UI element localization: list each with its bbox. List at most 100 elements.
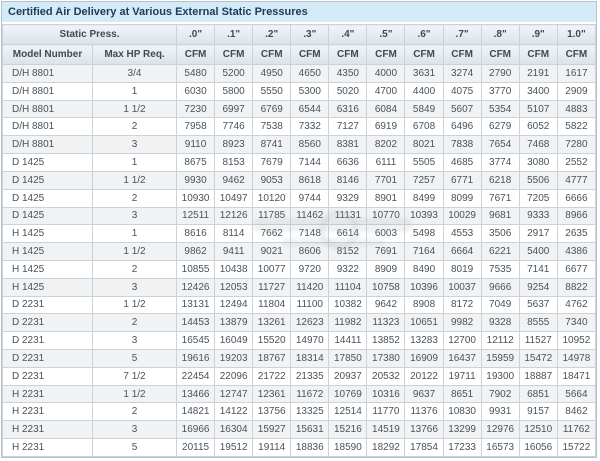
table-row: D 2231 7 1/2 22454 22096 21722 21335 20937 2053… <box>2 366 597 386</box>
cfm-cell: 10758 <box>366 277 406 297</box>
model-cell: D 1425 <box>2 170 93 190</box>
cfm-cell: 8822 <box>556 277 597 297</box>
cfm-header-row: Model Number Max HP Req. CFM CFM CFM CFM CFM… <box>2 44 597 65</box>
cfm-cell: 6997 <box>214 99 254 119</box>
cfm-cell: 6708 <box>404 117 444 137</box>
model-cell: D 1425 <box>2 153 93 172</box>
model-cell: D/H 8801 <box>2 64 93 83</box>
cfm-cell: 2552 <box>556 153 597 172</box>
cfm-cell: 18314 <box>290 349 330 368</box>
table-row: D/H 8801 3 9110 8923 8741 8560 8381 8202 8021 783… <box>2 135 597 155</box>
cfm-cell: 8675 <box>176 153 216 172</box>
cfm-col-header: CFM <box>556 44 597 65</box>
pressure-col-header: .7" <box>442 24 482 45</box>
cfm-col-header: CFM <box>176 44 216 65</box>
cfm-cell: 10770 <box>366 206 406 226</box>
cfm-cell: 20122 <box>404 366 444 386</box>
cfm-cell: 11100 <box>290 295 330 315</box>
cfm-cell: 10855 <box>176 259 216 279</box>
cfm-col-header: CFM <box>480 44 520 65</box>
model-cell: D/H 8801 <box>2 135 93 155</box>
cfm-cell: 8618 <box>290 170 330 190</box>
cfm-cell: 17854 <box>404 438 444 457</box>
table-row: D 2231 1 1/2 13131 12494 11804 11100 10382 9642… <box>2 295 597 315</box>
model-cell: D 2231 <box>2 313 93 333</box>
pressure-col-header: .5" <box>366 24 406 45</box>
cfm-cell: 4386 <box>556 242 597 261</box>
cfm-cell: 3400 <box>518 81 558 101</box>
cfm-cell: 9110 <box>176 135 216 155</box>
cfm-cell: 19300 <box>480 366 520 386</box>
cfm-cell: 15722 <box>556 438 597 457</box>
cfm-cell: 7671 <box>480 188 520 208</box>
cfm-cell: 7654 <box>480 135 520 155</box>
table-row: H 1425 1 1/2 9862 9411 9021 8606 8152 7691 7164 6… <box>2 242 597 261</box>
cfm-cell: 15631 <box>290 420 330 440</box>
cfm-cell: 10037 <box>442 277 482 297</box>
hp-cell: 1 1/2 <box>91 295 178 315</box>
cfm-cell: 6221 <box>480 242 520 261</box>
cfm-cell: 13852 <box>366 331 406 350</box>
cfm-cell: 7340 <box>556 313 597 333</box>
cfm-cell: 19616 <box>176 349 216 368</box>
hp-cell: 1 <box>91 81 178 101</box>
cfm-cell: 20937 <box>328 366 368 386</box>
cfm-cell: 9720 <box>290 259 330 279</box>
model-cell: H 1425 <box>2 259 93 279</box>
pressure-col-header: .1" <box>214 24 254 45</box>
cfm-cell: 3080 <box>518 153 558 172</box>
cfm-cell: 9053 <box>252 170 292 190</box>
pressure-col-header: .4" <box>328 24 368 45</box>
model-cell: H 2231 <box>2 438 93 457</box>
table-row: D/H 8801 1 1/2 7230 6997 6769 6544 6316 6084 584… <box>2 99 597 119</box>
cfm-cell: 4650 <box>290 64 330 83</box>
cfm-cell: 16056 <box>518 438 558 457</box>
cfm-cell: 10396 <box>404 277 444 297</box>
cfm-cell: 16573 <box>480 438 520 457</box>
cfm-cell: 6614 <box>328 224 368 244</box>
table-row: H 1425 1 8616 8114 7662 7148 6614 6003 5498 4553 3… <box>2 224 597 244</box>
hp-cell: 1 1/2 <box>91 242 178 261</box>
cfm-cell: 15927 <box>252 420 292 440</box>
cfm-cell: 8172 <box>442 295 482 315</box>
cfm-cell: 6636 <box>328 153 368 172</box>
cfm-cell: 9666 <box>480 277 520 297</box>
cfm-cell: 11762 <box>556 420 597 440</box>
cfm-cell: 7049 <box>480 295 520 315</box>
cfm-cell: 19512 <box>214 438 254 457</box>
cfm-cell: 11323 <box>366 313 406 333</box>
cfm-cell: 4700 <box>366 81 406 101</box>
hp-cell: 2 <box>91 402 178 422</box>
cfm-cell: 12053 <box>214 277 254 297</box>
cfm-cell: 5107 <box>518 99 558 119</box>
cfm-cell: 4883 <box>556 99 597 119</box>
cfm-cell: 9411 <box>214 242 254 261</box>
cfm-cell: 6030 <box>176 81 216 101</box>
cfm-cell: 5020 <box>328 81 368 101</box>
cfm-cell: 9862 <box>176 242 216 261</box>
cfm-cell: 19114 <box>252 438 292 457</box>
model-cell: D/H 8801 <box>2 81 93 101</box>
hp-cell: 2 <box>91 313 178 333</box>
cfm-cell: 16049 <box>214 331 254 350</box>
cfm-cell: 9329 <box>328 188 368 208</box>
cfm-cell: 14519 <box>366 420 406 440</box>
cfm-cell: 8966 <box>556 206 597 226</box>
cfm-cell: 5498 <box>404 224 444 244</box>
cfm-cell: 12747 <box>214 384 254 404</box>
model-cell: H 2231 <box>2 420 93 440</box>
cfm-cell: 7127 <box>328 117 368 137</box>
cfm-cell: 10382 <box>328 295 368 315</box>
cfm-cell: 9322 <box>328 259 368 279</box>
cfm-cell: 10438 <box>214 259 254 279</box>
model-cell: H 1425 <box>2 277 93 297</box>
model-cell: D/H 8801 <box>2 99 93 119</box>
cfm-cell: 13466 <box>176 384 216 404</box>
hp-cell: 3 <box>91 420 178 440</box>
cfm-cell: 11770 <box>366 402 406 422</box>
cfm-cell: 14453 <box>176 313 216 333</box>
cfm-cell: 9681 <box>480 206 520 226</box>
hp-cell: 2 <box>91 259 178 279</box>
hp-cell: 1 1/2 <box>91 99 178 119</box>
model-cell: H 2231 <box>2 402 93 422</box>
